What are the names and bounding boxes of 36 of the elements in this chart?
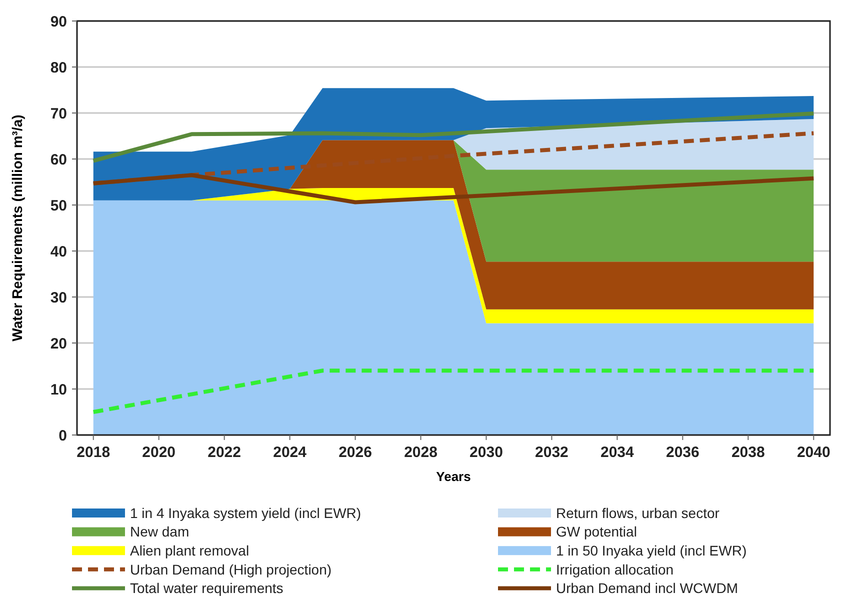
y-axis-title: Water Requirements (million m³/a) — [9, 114, 25, 342]
legend-label: GW potential — [556, 524, 637, 540]
x-tick-label: 2020 — [142, 444, 176, 461]
legend-label: Urban Demand incl WCWDM — [556, 580, 738, 596]
x-tick-label: 2034 — [600, 444, 635, 461]
legend-label: Total water requirements — [130, 580, 284, 596]
x-tick-label: 2026 — [338, 444, 372, 461]
x-axis-title: Years — [436, 469, 471, 484]
x-tick-label: 2038 — [731, 444, 765, 461]
x-tick-label: 2036 — [666, 444, 700, 461]
y-tick-label: 10 — [50, 381, 67, 398]
y-tick-label: 20 — [50, 335, 67, 352]
y-tick-label: 90 — [50, 13, 67, 30]
x-tick-label: 2018 — [76, 444, 110, 461]
x-tick-label: 2022 — [208, 444, 242, 461]
legend-label: 1 in 4 Inyaka system yield (incl EWR) — [130, 504, 362, 521]
y-tick-label: 60 — [50, 151, 67, 168]
y-tick-label: 40 — [50, 243, 67, 260]
legend-label: New dam — [130, 524, 190, 540]
legend-label: Return flows, urban sector — [556, 504, 720, 521]
legend-label: Alien plant removal — [130, 542, 250, 558]
x-tick-label: 2024 — [273, 444, 308, 461]
y-tick-label: 80 — [50, 59, 67, 76]
x-tick-label: 2040 — [796, 444, 830, 461]
line-series — [91, 111, 816, 163]
y-tick-label: 0 — [58, 427, 67, 444]
x-tick-label: 2032 — [535, 444, 568, 461]
legend-label: Irrigation allocation — [556, 561, 674, 578]
x-tick-label: 2028 — [404, 444, 438, 461]
y-tick-label: 70 — [50, 105, 67, 122]
legend-label: 1 in 50 Inyaka yield (incl EWR) — [556, 542, 747, 558]
legend-label: Urban Demand (High projection) — [130, 561, 332, 578]
x-tick-label: 2030 — [470, 444, 503, 461]
y-tick-label: 50 — [50, 197, 67, 214]
line-series — [91, 173, 816, 204]
y-tick-label: 30 — [50, 289, 67, 306]
